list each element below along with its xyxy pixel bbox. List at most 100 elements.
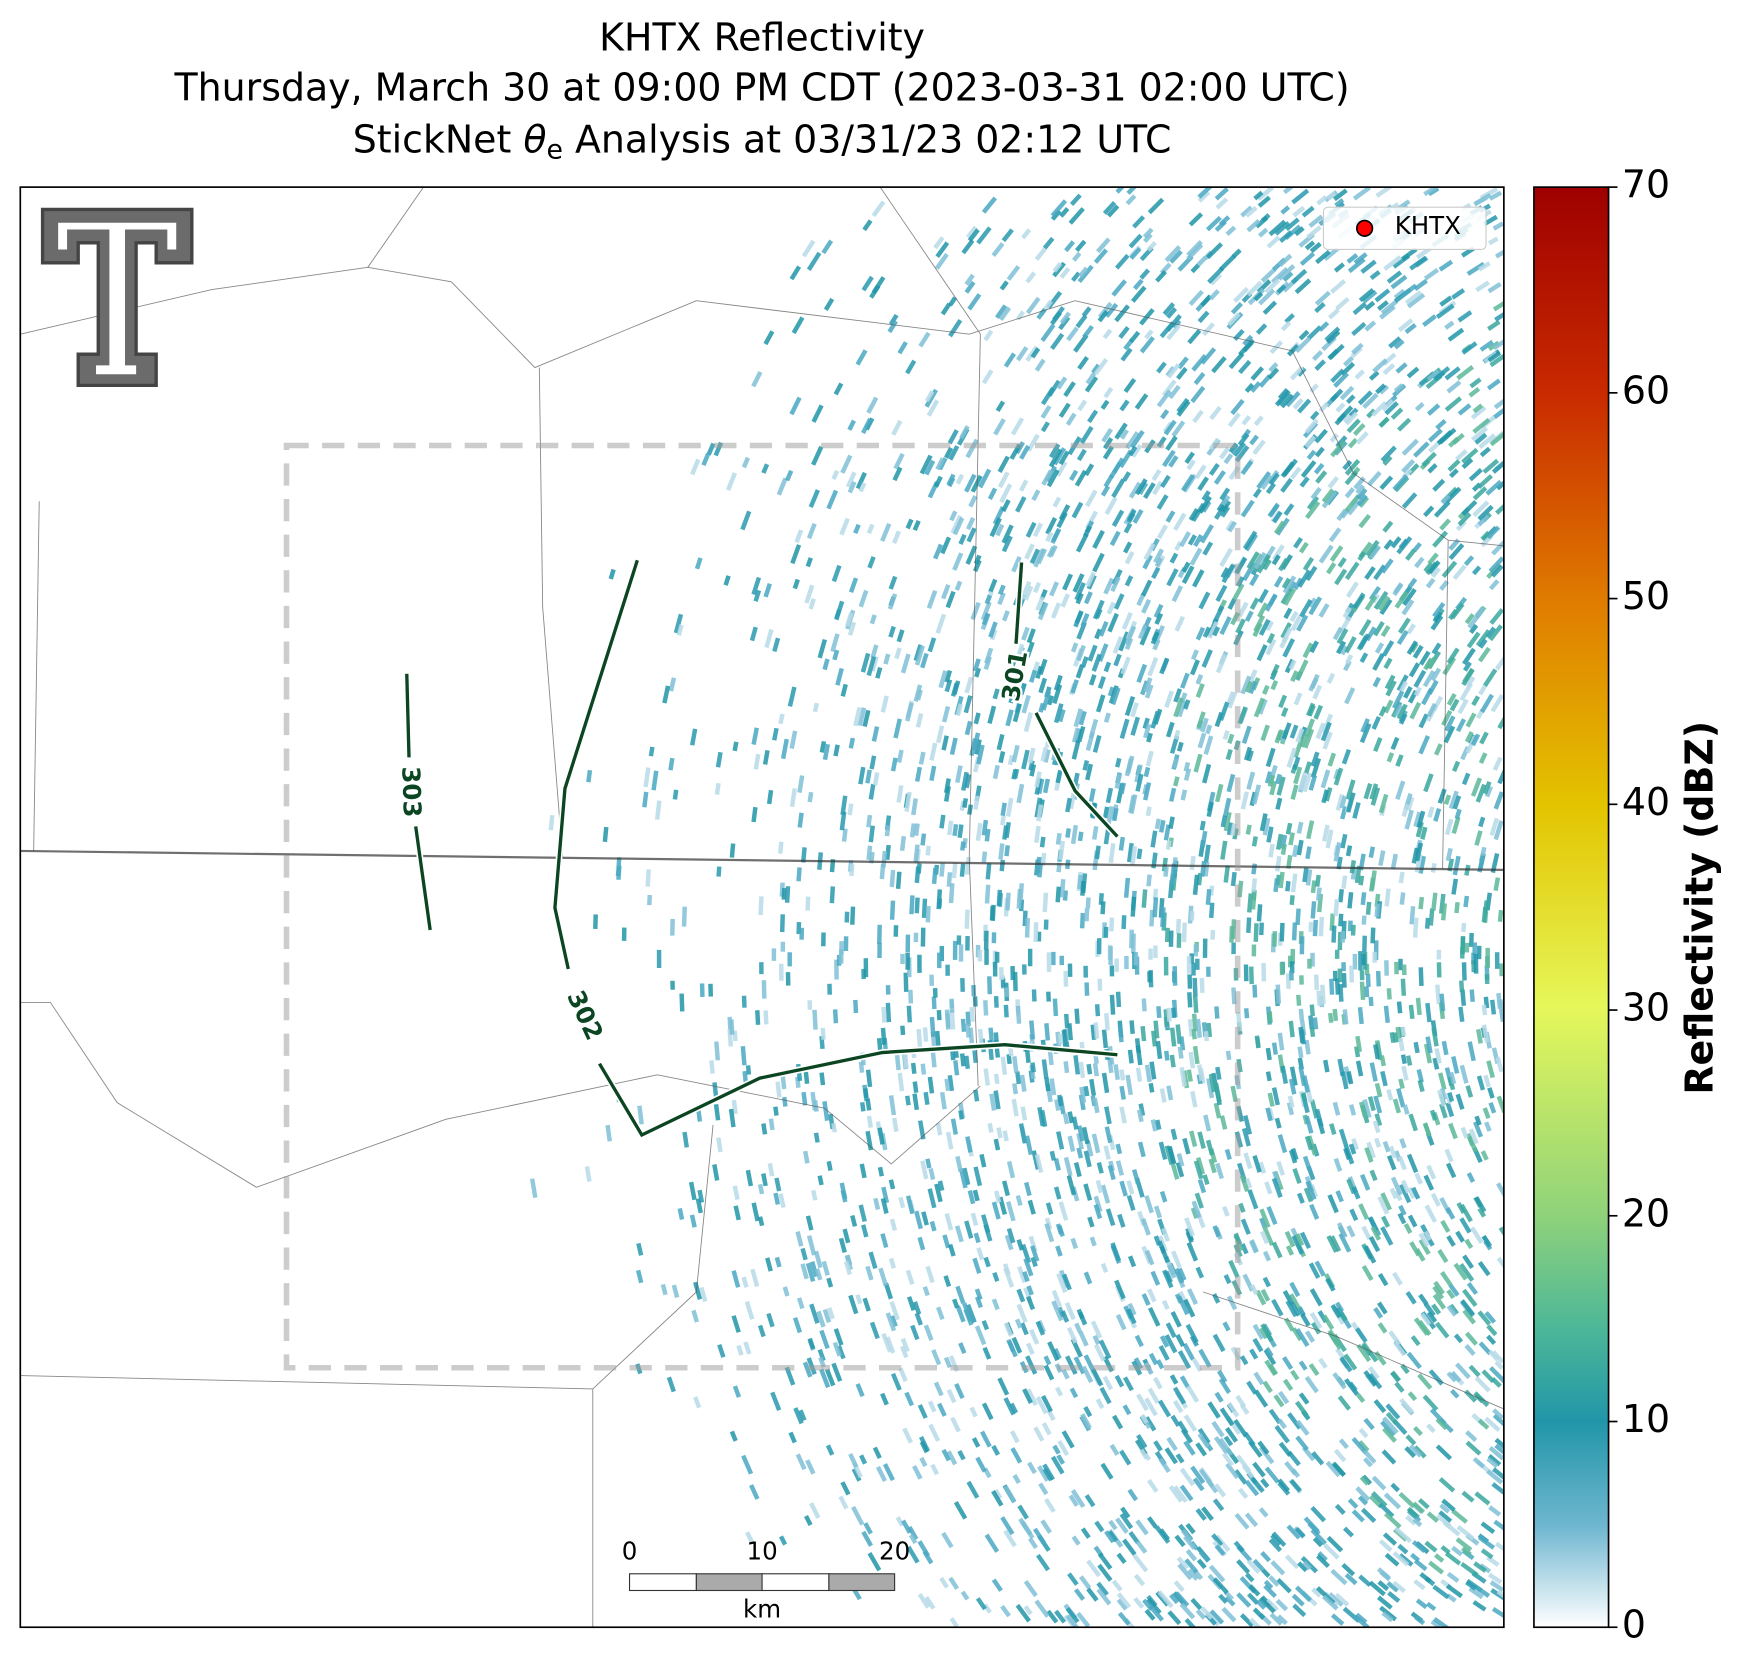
radar-gate bbox=[1003, 803, 1005, 816]
title-part: Analysis at 03/31/23 02:12 UTC bbox=[563, 117, 1171, 161]
radar-gate bbox=[1082, 913, 1083, 928]
radar-gate bbox=[1148, 733, 1151, 742]
radar-gate bbox=[638, 1270, 641, 1282]
radar-gate bbox=[1132, 1020, 1133, 1033]
radar-gate bbox=[897, 1055, 899, 1070]
radar-gate bbox=[1138, 1068, 1140, 1082]
radar-gate bbox=[1282, 923, 1283, 941]
radar-gate bbox=[1103, 1264, 1106, 1272]
radar-gate bbox=[1073, 643, 1076, 652]
radar-gate bbox=[1267, 1108, 1270, 1121]
radar-gate bbox=[1174, 759, 1176, 768]
radar-gate bbox=[1014, 1099, 1017, 1116]
radar-gate bbox=[1358, 1061, 1361, 1076]
radar-gate bbox=[934, 997, 935, 1009]
radar-gate bbox=[1299, 840, 1302, 855]
radar-gate bbox=[893, 758, 896, 771]
radar-gate bbox=[1112, 995, 1113, 1015]
radar-gate bbox=[955, 824, 957, 835]
radar-gate bbox=[1208, 1023, 1209, 1037]
radar-gate bbox=[1411, 1005, 1412, 1019]
radar-gate bbox=[1172, 1028, 1174, 1047]
radar-gate bbox=[757, 1010, 758, 1025]
radar-gate bbox=[842, 812, 844, 830]
radar-gate bbox=[1405, 1105, 1408, 1114]
radar-gate bbox=[884, 1007, 885, 1023]
radar-gate bbox=[1211, 903, 1212, 918]
radar-gate bbox=[795, 579, 798, 588]
radar-gate bbox=[1277, 1118, 1280, 1128]
radar-gate bbox=[1178, 919, 1179, 934]
radar-gate bbox=[1344, 973, 1345, 988]
radar-gate bbox=[1036, 922, 1037, 942]
radar-gate bbox=[976, 1233, 979, 1242]
radar-gate bbox=[964, 798, 966, 807]
radar-gate bbox=[1307, 847, 1309, 859]
radar-gate bbox=[1121, 837, 1123, 850]
radar-gate bbox=[680, 1208, 682, 1219]
radar-gate bbox=[993, 905, 994, 921]
legend-marker bbox=[1357, 221, 1373, 237]
radar-gate bbox=[1143, 1026, 1144, 1041]
radar-gate bbox=[1340, 984, 1341, 1002]
radar-gate bbox=[1492, 1000, 1494, 1014]
radar-gate bbox=[1120, 1026, 1122, 1043]
radar-gate bbox=[1153, 1031, 1155, 1047]
radar-gate bbox=[939, 1010, 940, 1020]
radar-gate bbox=[1498, 993, 1500, 1009]
radar-gate bbox=[774, 728, 776, 740]
radar-gate bbox=[1232, 824, 1234, 836]
radar-gate bbox=[1277, 856, 1279, 871]
radar-gate bbox=[916, 824, 918, 836]
radar-gate bbox=[1256, 923, 1257, 942]
radar-gate bbox=[1371, 997, 1372, 1006]
radar-gate bbox=[1217, 1067, 1219, 1079]
radar-gate bbox=[850, 804, 852, 815]
radar-gate bbox=[716, 1104, 718, 1120]
radar-gate bbox=[736, 1206, 739, 1220]
radar-gate bbox=[1031, 1021, 1033, 1040]
radar-gate bbox=[1158, 1041, 1160, 1059]
radar-gate bbox=[1211, 1074, 1214, 1092]
radar-gate bbox=[875, 773, 877, 786]
radar-gate bbox=[851, 738, 853, 748]
radar-gate bbox=[1172, 1055, 1174, 1067]
radar-gate bbox=[1281, 872, 1283, 888]
radar-gate bbox=[896, 648, 899, 659]
radar-gate bbox=[1189, 992, 1190, 1007]
radar-gate bbox=[1170, 817, 1172, 829]
radar-gate bbox=[1183, 790, 1185, 800]
radar-gate bbox=[1330, 1013, 1331, 1023]
radar-gate bbox=[1376, 1138, 1379, 1147]
radar-gate bbox=[924, 899, 925, 918]
radar-gate bbox=[1283, 844, 1285, 854]
radar-gate bbox=[949, 872, 950, 886]
radar-gate bbox=[1056, 1159, 1059, 1171]
radar-gate bbox=[1081, 1087, 1084, 1103]
radar-gate bbox=[975, 1090, 977, 1101]
radar-gate bbox=[999, 1128, 1001, 1138]
radar-gate bbox=[1345, 1009, 1347, 1024]
radar-gate bbox=[1006, 845, 1007, 856]
radar-gate bbox=[1124, 915, 1125, 929]
radar-gate bbox=[1293, 874, 1295, 892]
radar-gate bbox=[996, 1139, 998, 1150]
radar-gate bbox=[1331, 1124, 1334, 1135]
radar-gate bbox=[1348, 846, 1350, 856]
radar-gate bbox=[1456, 902, 1457, 913]
radar-gate bbox=[930, 1077, 932, 1093]
radar-gate bbox=[1340, 932, 1341, 950]
radar-gate bbox=[1331, 979, 1332, 995]
radar-gate bbox=[835, 1009, 836, 1023]
radar-gate bbox=[1162, 907, 1163, 926]
radar-gate bbox=[1478, 1029, 1481, 1043]
radar-gate bbox=[685, 1132, 687, 1147]
radar-gate bbox=[1366, 986, 1367, 997]
radar-gate bbox=[1157, 819, 1159, 829]
radar-gate bbox=[1223, 816, 1225, 827]
radar-gate bbox=[1080, 832, 1081, 841]
radar-gate bbox=[877, 668, 880, 679]
radar-gate bbox=[1299, 822, 1301, 833]
title-part: e bbox=[547, 134, 563, 165]
radar-gate bbox=[1022, 1075, 1024, 1092]
